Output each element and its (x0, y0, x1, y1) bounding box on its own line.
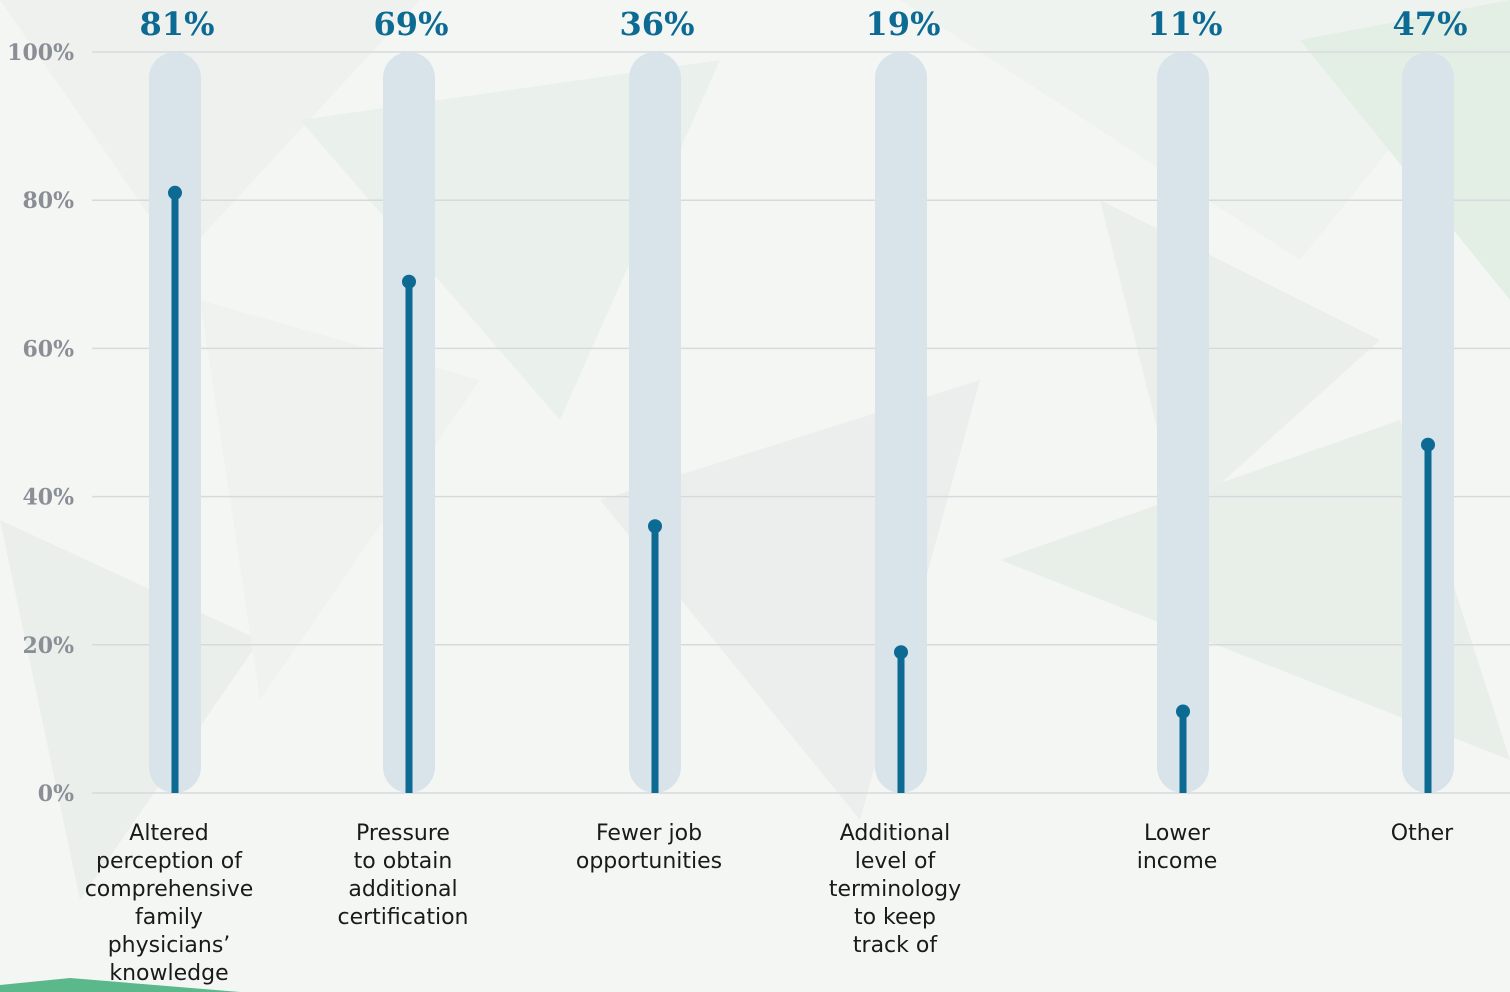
category-label-line: Altered (129, 821, 209, 846)
bar-track (1157, 52, 1209, 793)
category-label-line: track of (852, 933, 938, 958)
category-label-line: knowledge (109, 961, 229, 986)
y-tick-label: 100% (7, 40, 74, 66)
category-label-line: certification (337, 905, 469, 930)
bar-track (875, 52, 927, 793)
gridlines (92, 51, 1510, 794)
category-label-line: perception of (96, 849, 242, 874)
category-label: Lower income (1067, 820, 1287, 876)
value-label: 36% (620, 5, 695, 43)
bar-marker (402, 274, 416, 289)
category-label-line: Fewer job (595, 821, 703, 846)
category-label-line: Additional (839, 821, 951, 846)
y-tick-label: 20% (22, 633, 74, 659)
bar-marker (168, 185, 182, 200)
category-label: Altered perception of comprehensive family p… (59, 820, 279, 988)
bar-track (629, 52, 681, 793)
bar-tracks (149, 52, 1454, 793)
y-tick-label: 60% (22, 336, 74, 362)
category-label-line: family (135, 905, 203, 930)
y-axis-ticks: 0% 20% 40% 60% 80% 100% (7, 40, 74, 807)
category-label-line: Lower (1144, 821, 1210, 846)
value-labels: 81% 69% 36% 19% 11% 47% (140, 5, 1468, 43)
category-label-line: opportunities (575, 849, 723, 874)
category-label-line: Pressure (356, 821, 450, 846)
value-label: 47% (1393, 5, 1468, 43)
y-tick-label: 80% (22, 188, 74, 214)
y-tick-label: 0% (38, 781, 74, 807)
bar-marker (648, 519, 662, 534)
category-label-line: terminology (828, 877, 962, 902)
category-label-line: level of (854, 849, 936, 874)
category-label-line: Other (1390, 821, 1454, 846)
bars (168, 185, 1435, 793)
bar-track (1402, 52, 1454, 793)
category-label: Additional level of terminology to keep trac… (785, 820, 1005, 960)
value-label: 81% (140, 5, 215, 43)
bar-marker (1176, 704, 1190, 719)
value-label: 19% (866, 5, 941, 43)
category-label-line: comprehensive (84, 877, 254, 902)
category-label-line: physicians’ (107, 933, 231, 958)
category-label-line: additional (348, 877, 458, 902)
value-label: 11% (1148, 5, 1223, 43)
y-tick-label: 40% (22, 485, 74, 511)
category-label-line: to obtain (353, 849, 453, 874)
category-label-line: income (1136, 849, 1218, 874)
bar-marker (894, 645, 908, 660)
value-label: 69% (374, 5, 449, 43)
category-label: Fewer job opportunities (539, 820, 759, 876)
category-label: Pressure to obtain additional certification (293, 820, 513, 932)
bar-marker (1421, 437, 1435, 452)
category-label-line: to keep (853, 905, 937, 930)
category-label: Other (1312, 820, 1510, 848)
